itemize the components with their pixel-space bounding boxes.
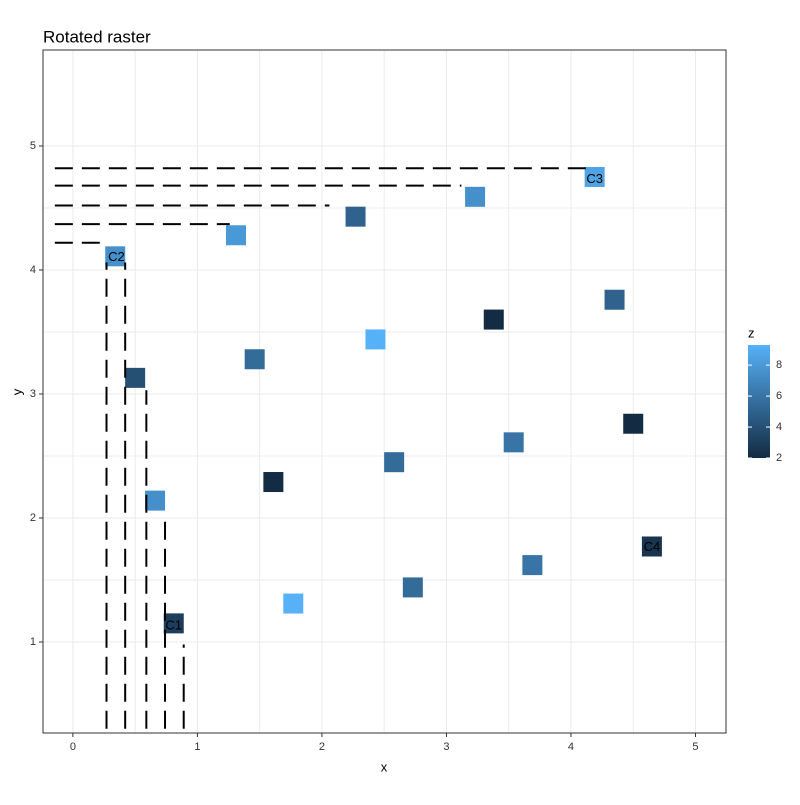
y-axis-label: y (9, 388, 24, 395)
panel-border (42, 49, 727, 734)
tile (226, 225, 247, 246)
tile (263, 472, 284, 493)
x-tick-label: 5 (692, 741, 698, 753)
tile (483, 309, 504, 330)
cell-label: C3 (586, 171, 603, 186)
tile (503, 432, 524, 453)
tile (604, 289, 625, 310)
x-tick-label: 1 (194, 741, 200, 753)
y-tick-label: 2 (30, 512, 36, 524)
cell-label: C2 (108, 249, 125, 264)
y-tick-label: 3 (30, 388, 36, 400)
tile (465, 186, 486, 207)
legend-label: 2 (776, 452, 782, 464)
tile (125, 367, 146, 388)
tile (584, 166, 605, 187)
x-tick-label: 4 (568, 741, 574, 753)
tile (522, 555, 543, 576)
chart-title: Rotated raster (43, 27, 151, 46)
y-tick-label: 4 (30, 264, 36, 276)
x-axis-label: x (381, 759, 388, 774)
tile (145, 490, 166, 511)
x-tick-label: 0 (70, 741, 76, 753)
tile (365, 329, 386, 350)
colorbar (748, 345, 770, 458)
tile (283, 593, 304, 614)
tile (244, 349, 265, 370)
y-tick-label: 5 (30, 140, 36, 152)
cell-label: C1 (165, 617, 182, 632)
legend-label: 4 (776, 421, 782, 433)
tile (623, 413, 644, 434)
tile (384, 452, 405, 473)
legend-label: 6 (776, 390, 782, 402)
tile (402, 577, 423, 598)
tile (345, 206, 366, 227)
tile (105, 246, 126, 267)
cell-label: C4 (644, 539, 661, 554)
tile (641, 536, 662, 557)
plot-layer: C1 C2 C3 C4 (54, 166, 662, 729)
x-tick-label: 2 (319, 741, 325, 753)
y-tick-label: 1 (30, 636, 36, 648)
legend-title: z (748, 325, 755, 340)
x-tick-label: 3 (443, 741, 449, 753)
tile (163, 613, 184, 634)
legend-label: 8 (776, 359, 782, 371)
